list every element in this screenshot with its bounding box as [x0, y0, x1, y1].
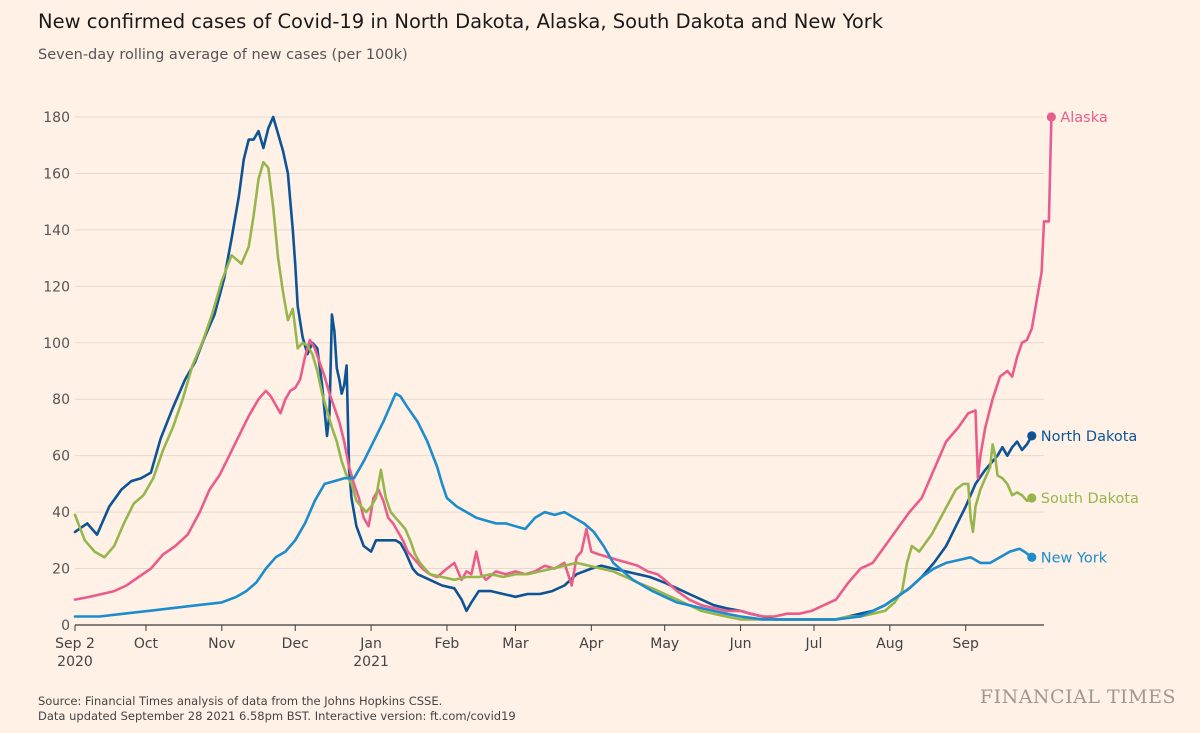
- series-line-alaska: [73, 115, 1053, 618]
- x-tick-sublabel-jan: 2021: [353, 654, 389, 670]
- x-tick-label-sep: Sep: [953, 636, 980, 652]
- series-labels: North Dakota Alaska South Dakota New York: [1027, 110, 1139, 566]
- series-end-dot-north-dakota: [1027, 431, 1037, 441]
- series-label-north-dakota: North Dakota: [1041, 429, 1138, 445]
- y-tick-label-180: 180: [43, 110, 70, 126]
- series-label-alaska: Alaska: [1060, 110, 1107, 126]
- x-tick-label-jul: Jul: [805, 636, 823, 652]
- y-tick-label-140: 140: [43, 223, 70, 239]
- x-tick-sublabel-sep-2: 2020: [57, 654, 93, 670]
- series-line-north-dakota: [73, 115, 1034, 621]
- x-tick-label-jun: Jun: [729, 636, 752, 652]
- series-line-south-dakota: [73, 160, 1034, 621]
- x-tick-label-aug: Aug: [876, 636, 903, 652]
- gridlines: [75, 116, 1044, 626]
- chart-title: New confirmed cases of Covid-19 in North…: [38, 10, 884, 33]
- x-tick-label-may: May: [650, 636, 679, 652]
- update-note: Data updated September 28 2021 6.58pm BS…: [38, 709, 516, 723]
- y-tick-label-80: 80: [52, 392, 70, 408]
- y-tick-label-160: 160: [43, 166, 70, 182]
- x-tick-label-jan: Jan: [359, 636, 382, 652]
- x-tick-label-mar: Mar: [502, 636, 529, 652]
- x-tick-label-feb: Feb: [435, 636, 460, 652]
- y-tick-label-0: 0: [61, 618, 70, 634]
- series-lines: [73, 115, 1053, 621]
- x-tick-label-apr: Apr: [579, 636, 603, 652]
- y-tick-label-20: 20: [52, 562, 70, 578]
- y-tick-label-60: 60: [52, 449, 70, 465]
- x-tick-label-dec: Dec: [282, 636, 309, 652]
- series-line-new-york: [73, 392, 1034, 621]
- chart-subtitle: Seven-day rolling average of new cases (…: [38, 47, 408, 63]
- y-axis-ticks: 0 20 40 60 80 100 120 140 160 180: [43, 110, 70, 634]
- series-label-south-dakota: South Dakota: [1041, 491, 1139, 507]
- x-axis-ticks: Sep 2 2020 Oct Nov Dec Jan 2021 Feb Mar Apr May Jun…: [55, 625, 979, 670]
- brand-logo: FINANCIAL TIMES: [979, 686, 1176, 708]
- y-tick-label-120: 120: [43, 279, 70, 295]
- x-tick-label-sep-2: Sep 2: [55, 636, 95, 652]
- series-end-dot-alaska: [1046, 112, 1056, 122]
- x-tick-label-nov: Nov: [208, 636, 235, 652]
- source-note: Source: Financial Times analysis of data…: [38, 694, 443, 708]
- series-label-new-york: New York: [1041, 550, 1108, 566]
- y-tick-label-40: 40: [52, 505, 70, 521]
- x-tick-label-oct: Oct: [134, 636, 159, 652]
- series-end-dot-new-york: [1027, 552, 1037, 562]
- series-end-dot-south-dakota: [1027, 493, 1037, 503]
- y-tick-label-100: 100: [43, 336, 70, 352]
